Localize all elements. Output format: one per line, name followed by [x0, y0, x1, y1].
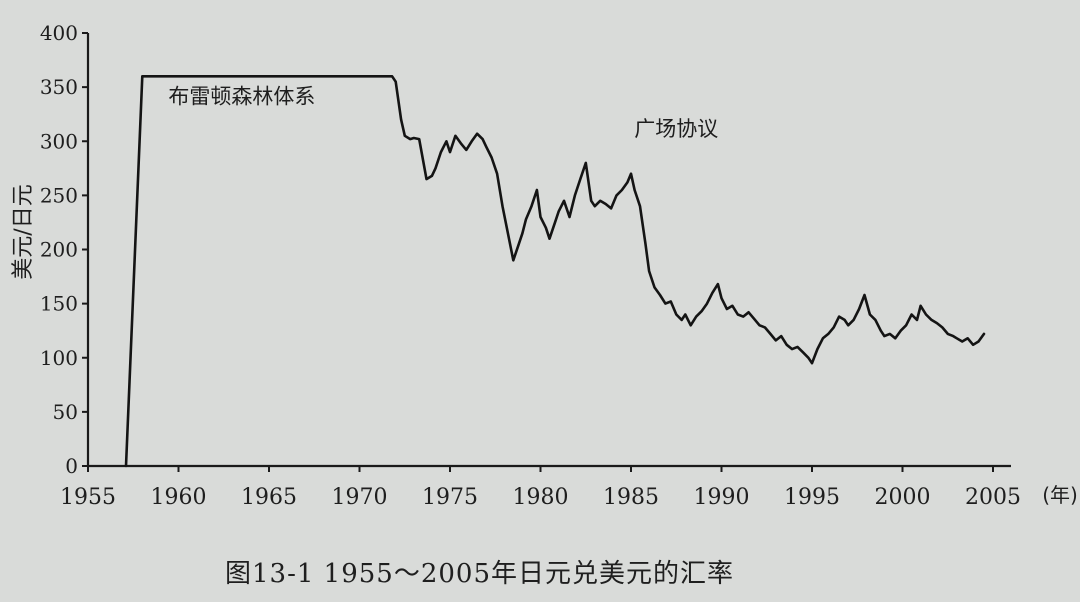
x-tick-label: 1990: [694, 485, 750, 510]
annotation-label: 广场协议: [634, 117, 718, 141]
x-tick-label: 1955: [60, 485, 116, 510]
y-tick-label: 150: [40, 292, 78, 316]
x-tick-label: 2000: [875, 485, 931, 510]
x-tick-label: 1985: [603, 485, 659, 510]
x-tick-label: 1960: [151, 485, 207, 510]
x-tick-label: 2005: [965, 485, 1021, 510]
y-tick-label: 0: [65, 454, 78, 478]
y-tick-label: 200: [40, 238, 78, 262]
series-line: [124, 75, 986, 468]
annotation-label: 布雷顿森林体系: [168, 84, 315, 108]
y-tick-label: 250: [40, 183, 78, 207]
x-tick-label: 1995: [784, 485, 840, 510]
y-tick-label: 300: [40, 129, 78, 153]
x-tick-label: 1975: [422, 485, 478, 510]
figure-caption: 图13-1 1955～2005年日元兑美元的汇率: [225, 559, 735, 589]
x-tick-label: 1980: [513, 485, 569, 510]
y-axis-label: 美元/日元: [11, 184, 36, 279]
x-tick-label: 1965: [241, 485, 297, 510]
x-tick-label: 1970: [332, 485, 388, 510]
x-axis-label: (年): [1042, 483, 1078, 507]
y-tick-label: 350: [40, 75, 78, 99]
y-tick-label: 100: [40, 346, 78, 370]
y-tick-label: 50: [53, 400, 78, 424]
y-tick-label: 400: [40, 21, 78, 45]
